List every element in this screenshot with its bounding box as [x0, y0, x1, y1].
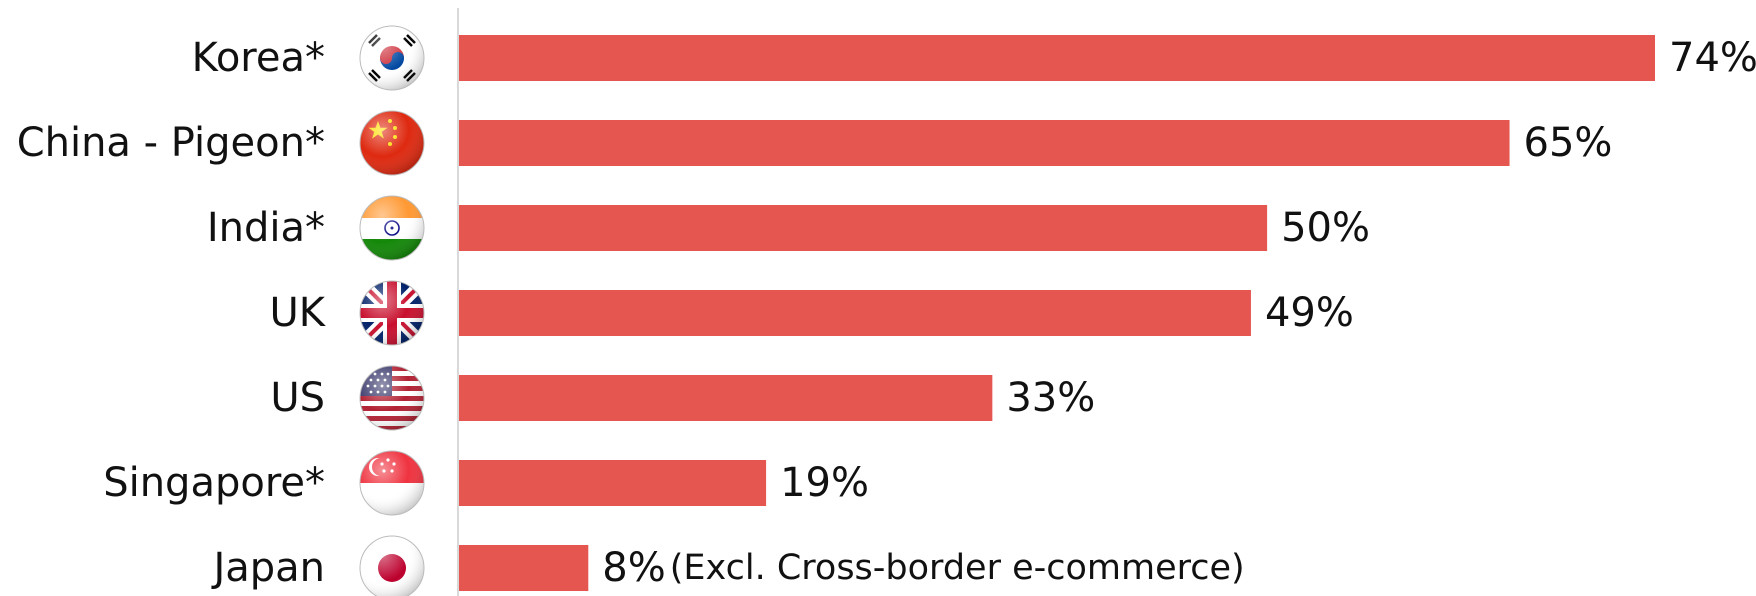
bar-japan [459, 545, 589, 591]
annotation-japan: (Excl. Cross-border e-commerce) [670, 548, 1245, 588]
flag-icons [359, 25, 425, 596]
bar-china-pigeon [459, 120, 1510, 166]
uk-flag-icon [359, 280, 425, 346]
category-labels: Korea* China - Pigeon* India* UK US Sing… [17, 35, 327, 591]
value-label-uk: 49% [1265, 290, 1354, 336]
singapore-flag-icon [359, 450, 425, 516]
category-label-korea: Korea* [192, 35, 325, 81]
bar-uk [459, 290, 1251, 336]
value-labels: 74% 65% 50% 49% 33% 19% 8% [602, 35, 1756, 591]
bar-korea [459, 35, 1655, 81]
india-flag-icon [359, 195, 425, 261]
bar-india [459, 205, 1268, 251]
annotations: (Excl. Cross-border e-commerce) [670, 548, 1245, 588]
china-flag-icon [359, 110, 425, 176]
value-label-japan: 8% [602, 545, 665, 591]
value-label-us: 33% [1006, 375, 1095, 421]
value-label-india: 50% [1281, 205, 1370, 251]
bar-us [459, 375, 993, 421]
us-flag-icon [359, 365, 425, 431]
category-label-singapore: Singapore* [103, 460, 325, 506]
value-label-singapore: 19% [780, 460, 869, 506]
japan-flag-icon [359, 535, 425, 596]
category-label-india: India* [207, 205, 325, 251]
value-label-korea: 74% [1669, 35, 1756, 81]
south-korea-flag-icon [359, 25, 425, 91]
category-label-us: US [270, 375, 325, 421]
category-label-china: China - Pigeon* [17, 120, 325, 166]
category-label-uk: UK [269, 290, 326, 336]
bar-series [459, 35, 1655, 591]
value-label-china-pigeon: 65% [1524, 120, 1613, 166]
bar-singapore [459, 460, 767, 506]
category-label-japan: Japan [210, 545, 325, 591]
